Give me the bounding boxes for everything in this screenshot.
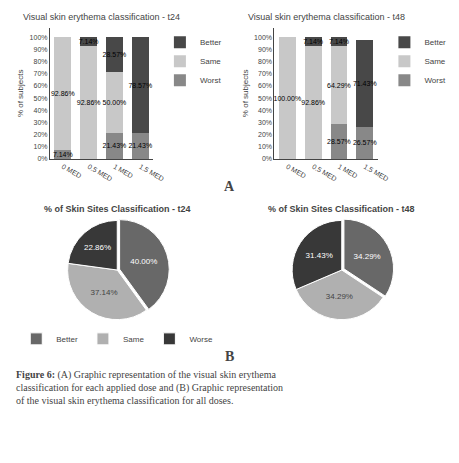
svg-text:80%: 80% xyxy=(33,58,47,65)
svg-text:7.14%: 7.14% xyxy=(303,38,323,45)
svg-text:28.57%: 28.57% xyxy=(327,138,351,145)
svg-text:Better: Better xyxy=(424,38,446,47)
svg-text:60%: 60% xyxy=(33,82,47,89)
svg-text:% of subjects: % of subjects xyxy=(16,70,25,118)
svg-text:0%: 0% xyxy=(37,155,47,162)
svg-text:92.86%: 92.86% xyxy=(301,99,325,106)
svg-text:50.00%: 50.00% xyxy=(103,99,127,106)
svg-text:0 MED: 0 MED xyxy=(285,163,307,180)
svg-text:0%: 0% xyxy=(262,155,272,162)
svg-text:Figure 6: (A) Graphic represen: Figure 6: (A) Graphic representation of … xyxy=(16,369,283,406)
svg-text:100%: 100% xyxy=(254,34,272,41)
svg-text:0.5 MED: 0.5 MED xyxy=(86,163,113,183)
svg-text:28.57%: 28.57% xyxy=(103,51,127,58)
svg-text:Visual skin erythema classific: Visual skin erythema classification - t2… xyxy=(23,12,180,22)
svg-text:90%: 90% xyxy=(258,46,272,53)
svg-text:% of Skin Sites Classification: % of Skin Sites Classification - t48 xyxy=(268,204,415,214)
svg-text:40%: 40% xyxy=(33,107,47,114)
svg-text:10%: 10% xyxy=(33,143,47,150)
svg-text:80%: 80% xyxy=(258,58,272,65)
svg-text:40%: 40% xyxy=(258,107,272,114)
svg-text:100.00%: 100.00% xyxy=(273,95,301,102)
svg-text:0.5 MED: 0.5 MED xyxy=(311,163,338,183)
svg-text:70%: 70% xyxy=(258,70,272,77)
svg-text:22.86%: 22.86% xyxy=(84,243,111,252)
svg-text:Same: Same xyxy=(424,57,445,66)
svg-text:7.14%: 7.14% xyxy=(53,151,73,158)
svg-text:70%: 70% xyxy=(33,70,47,77)
svg-text:7.14%: 7.14% xyxy=(79,38,99,45)
svg-text:21.43%: 21.43% xyxy=(103,142,127,149)
svg-text:64.29%: 64.29% xyxy=(327,82,351,89)
svg-text:Same: Same xyxy=(200,57,221,66)
svg-text:0 MED: 0 MED xyxy=(61,163,83,180)
svg-text:100%: 100% xyxy=(30,34,48,41)
svg-text:78.57%: 78.57% xyxy=(128,82,152,89)
svg-text:21.43%: 21.43% xyxy=(128,142,152,149)
svg-text:1.5 MED: 1.5 MED xyxy=(138,163,165,183)
svg-text:40.00%: 40.00% xyxy=(130,257,157,266)
svg-text:71.43%: 71.43% xyxy=(353,80,377,87)
svg-text:26.57%: 26.57% xyxy=(353,139,377,146)
svg-text:A: A xyxy=(224,179,235,194)
svg-text:10%: 10% xyxy=(258,143,272,150)
svg-text:% of Skin Sites Classification: % of Skin Sites Classification - t24 xyxy=(44,204,191,214)
svg-text:Better: Better xyxy=(56,335,78,344)
svg-text:1 MED: 1 MED xyxy=(112,163,134,180)
svg-text:Better: Better xyxy=(200,38,222,47)
svg-text:20%: 20% xyxy=(33,131,47,138)
svg-text:20%: 20% xyxy=(258,131,272,138)
svg-text:Same: Same xyxy=(123,335,144,344)
svg-text:% of subjects: % of subjects xyxy=(241,70,250,118)
svg-text:Visual skin erythema classific: Visual skin erythema classification - t4… xyxy=(248,12,405,22)
svg-text:Worst: Worst xyxy=(200,76,222,85)
svg-text:7.14%: 7.14% xyxy=(329,38,349,45)
svg-text:1 MED: 1 MED xyxy=(337,163,359,180)
svg-text:90%: 90% xyxy=(33,46,47,53)
svg-text:B: B xyxy=(225,349,234,364)
svg-text:Worst: Worst xyxy=(424,76,446,85)
svg-text:50%: 50% xyxy=(258,95,272,102)
svg-text:92.86%: 92.86% xyxy=(77,99,101,106)
svg-text:34.29%: 34.29% xyxy=(326,292,353,301)
svg-text:1.5 MED: 1.5 MED xyxy=(363,163,390,183)
svg-text:31.43%: 31.43% xyxy=(306,251,333,260)
svg-text:37.14%: 37.14% xyxy=(90,288,117,297)
svg-text:Worse: Worse xyxy=(189,335,213,344)
svg-text:50%: 50% xyxy=(33,95,47,102)
svg-text:34.29%: 34.29% xyxy=(354,252,381,261)
svg-text:30%: 30% xyxy=(258,119,272,126)
svg-text:30%: 30% xyxy=(33,119,47,126)
svg-text:60%: 60% xyxy=(258,82,272,89)
svg-text:92.86%: 92.86% xyxy=(51,90,75,97)
